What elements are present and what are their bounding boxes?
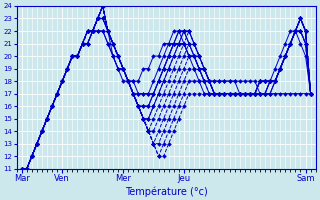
X-axis label: Température (°c): Température (°c)	[125, 186, 208, 197]
